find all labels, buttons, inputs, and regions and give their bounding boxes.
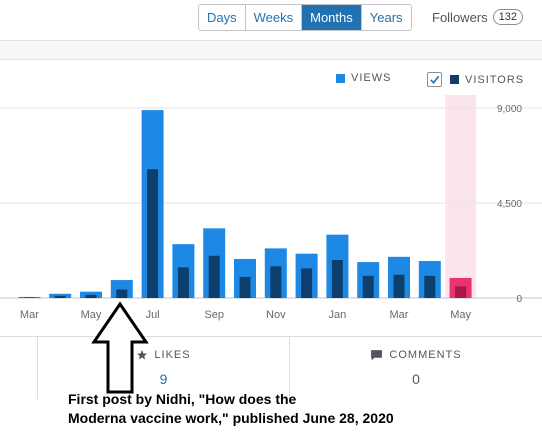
visitors-checkbox[interactable] [427,72,442,87]
comments-label: COMMENTS [389,349,462,361]
tab-spacer [0,337,38,399]
period-button-weeks[interactable]: Weeks [245,5,303,30]
period-button-years[interactable]: Years [361,5,411,30]
visitors-bar[interactable] [177,267,189,298]
visitors-bar[interactable] [23,297,35,298]
visitors-bar[interactable] [301,268,313,298]
stats-header: Days Weeks Months Years Followers 132 [0,0,542,40]
x-tick-label: Jul [146,309,160,321]
visitors-bar[interactable] [147,169,159,298]
x-tick-label: Jan [329,309,347,321]
visitors-bar[interactable] [208,255,220,298]
views-swatch-icon [336,73,345,83]
comments-value: 0 [412,371,420,387]
visitors-bar[interactable] [54,295,66,298]
legend-visitors-label: VISITORS [465,73,525,86]
likes-value: 9 [159,371,168,387]
visitors-bar[interactable] [116,289,128,298]
x-tick-label: Nov [266,309,286,321]
period-button-days[interactable]: Days [199,5,246,30]
tab-likes[interactable]: LIKES 9 [38,337,290,399]
visitors-bar[interactable] [424,275,436,298]
visitors-bar[interactable] [331,260,343,298]
followers-label: Followers [432,9,488,25]
visitors-bar[interactable] [393,274,405,298]
highlight-band [445,95,476,298]
visitors-bar[interactable] [362,275,374,298]
x-tick-label: Mar [20,309,39,321]
annotation-line-1: First post by Nidhi, "How does the [68,391,297,407]
visitors-swatch-icon [450,75,459,84]
star-icon [137,350,148,360]
summary-tabs: LIKES 9 COMMENTS 0 [0,336,542,434]
legend-visitors[interactable]: VISITORS [427,72,524,87]
likes-label: LIKES [154,349,191,361]
annotation-text: First post by Nidhi, "How does the Moder… [68,390,488,428]
checkmark-icon [430,75,440,84]
x-tick-label: Sep [204,309,224,321]
annotation-line-2: Moderna vaccine work," published June 28… [68,410,394,426]
legend-views[interactable]: VIEWS [336,72,391,84]
x-tick-label: May [450,309,471,321]
visitors-bar[interactable] [239,276,251,298]
visitors-bar[interactable] [270,266,282,298]
period-button-months[interactable]: Months [302,5,362,30]
y-tick-label: 4,500 [497,199,522,210]
period-selector: Days Weeks Months Years [198,4,412,31]
comment-icon [371,350,383,361]
visitors-bar[interactable] [85,294,97,298]
y-tick-label: 0 [516,294,522,305]
up-arrow-icon [91,301,149,394]
followers-count-badge: 132 [492,9,523,25]
tab-comments[interactable]: COMMENTS 0 [290,337,542,399]
section-divider [0,40,542,60]
x-tick-label: May [81,309,102,321]
views-chart: 9,000 4,500 0 Mar May Jul Sep Nov Jan Mar May [0,95,542,321]
visitors-bar[interactable] [455,286,467,298]
followers-indicator[interactable]: Followers 132 [432,9,523,25]
x-tick-label: Mar [390,309,409,321]
chart-legend: VIEWS VISITORS [0,72,542,90]
y-tick-label: 9,000 [497,104,522,115]
legend-views-label: VIEWS [351,72,392,84]
